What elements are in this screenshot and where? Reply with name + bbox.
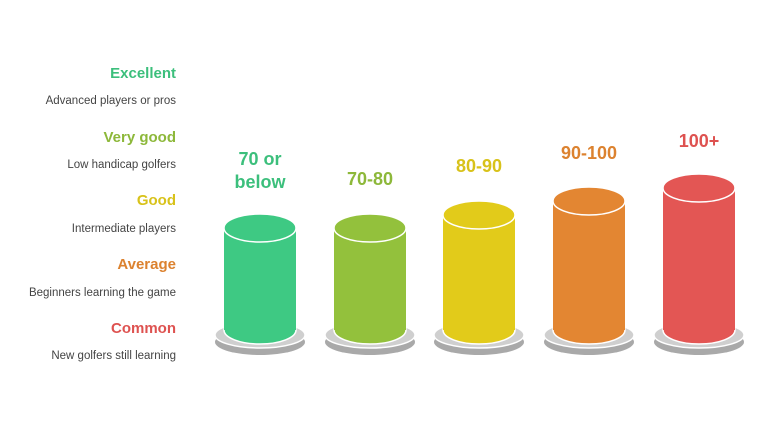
- level-title: Very good: [103, 129, 176, 146]
- cylinder-top: [442, 200, 516, 230]
- level-description: Beginners learning the game: [29, 287, 176, 299]
- level-title: Excellent: [110, 65, 176, 82]
- level-description: Advanced players or pros: [46, 95, 177, 107]
- cylinder-top: [223, 213, 297, 243]
- level-description: Intermediate players: [72, 223, 176, 235]
- cylinder-top: [662, 173, 736, 203]
- score-label: 70-80: [346, 169, 394, 189]
- cylinder-top: [552, 186, 626, 216]
- score-label: 100+: [678, 131, 720, 151]
- cylinders: [214, 173, 745, 355]
- cylinder-body: [443, 215, 515, 330]
- score-label: 70 or below: [234, 149, 286, 192]
- level-title: Common: [111, 320, 176, 337]
- cylinder-top: [333, 213, 407, 243]
- cylinder-body: [334, 228, 406, 330]
- level-description: Low handicap golfers: [67, 159, 176, 171]
- score-label: 90-100: [560, 143, 618, 163]
- cylinder-body: [663, 188, 735, 330]
- level-title: Average: [117, 256, 176, 273]
- level-title: Good: [137, 192, 176, 209]
- score-label: 80-90: [455, 156, 503, 176]
- level-description: New golfers still learning: [51, 350, 176, 362]
- legend: Excellent Advanced players or pros Very …: [29, 65, 176, 362]
- cylinder-body: [553, 201, 625, 330]
- cylinder-body: [224, 228, 296, 330]
